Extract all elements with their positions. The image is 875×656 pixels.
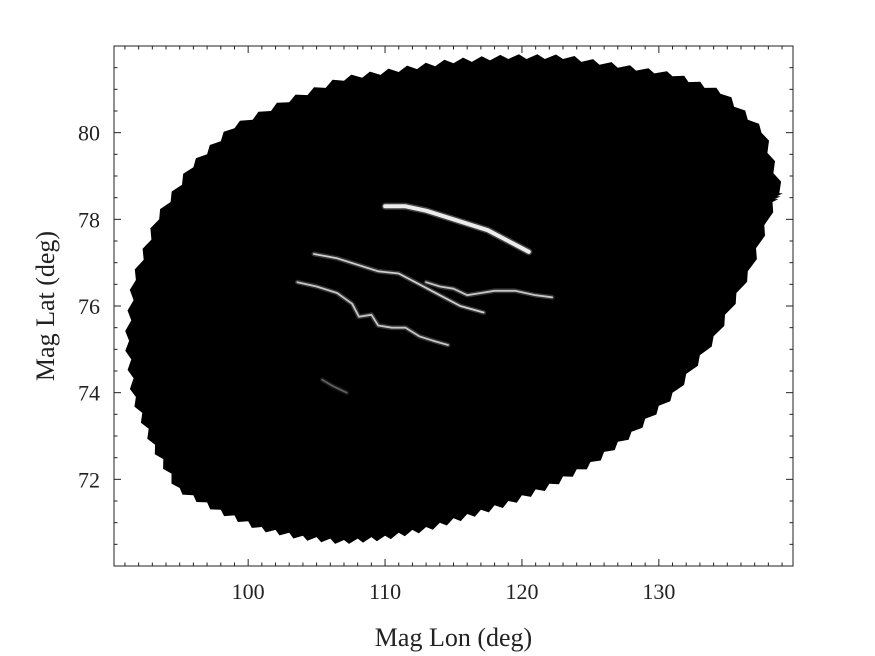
y-tick-label: 74 xyxy=(78,381,100,406)
auroral-arcs xyxy=(295,202,555,396)
x-axis-label: Mag Lon (deg) xyxy=(375,623,532,652)
arc-1 xyxy=(383,204,531,254)
y-axis-label: Mag Lat (deg) xyxy=(31,231,60,381)
arc-2 xyxy=(313,253,485,314)
field-of-view-region xyxy=(125,54,783,544)
x-tick-label: 130 xyxy=(642,579,675,604)
y-tick-label: 80 xyxy=(78,121,100,146)
x-tick-label: 110 xyxy=(369,579,401,604)
y-tick-label: 72 xyxy=(78,467,100,492)
arc-5 xyxy=(321,378,348,394)
arc-glow-5 xyxy=(319,377,350,396)
tick-labels: 100 110 120 130 72 74 76 78 80 xyxy=(78,121,675,604)
arc-4 xyxy=(296,281,449,346)
y-tick-label: 76 xyxy=(78,294,100,319)
y-tick-label: 78 xyxy=(78,207,100,232)
x-tick-label: 120 xyxy=(505,579,538,604)
axis-ticks xyxy=(114,46,793,566)
arc-3 xyxy=(425,281,553,299)
x-tick-label: 100 xyxy=(232,579,265,604)
plot-area xyxy=(125,54,783,544)
